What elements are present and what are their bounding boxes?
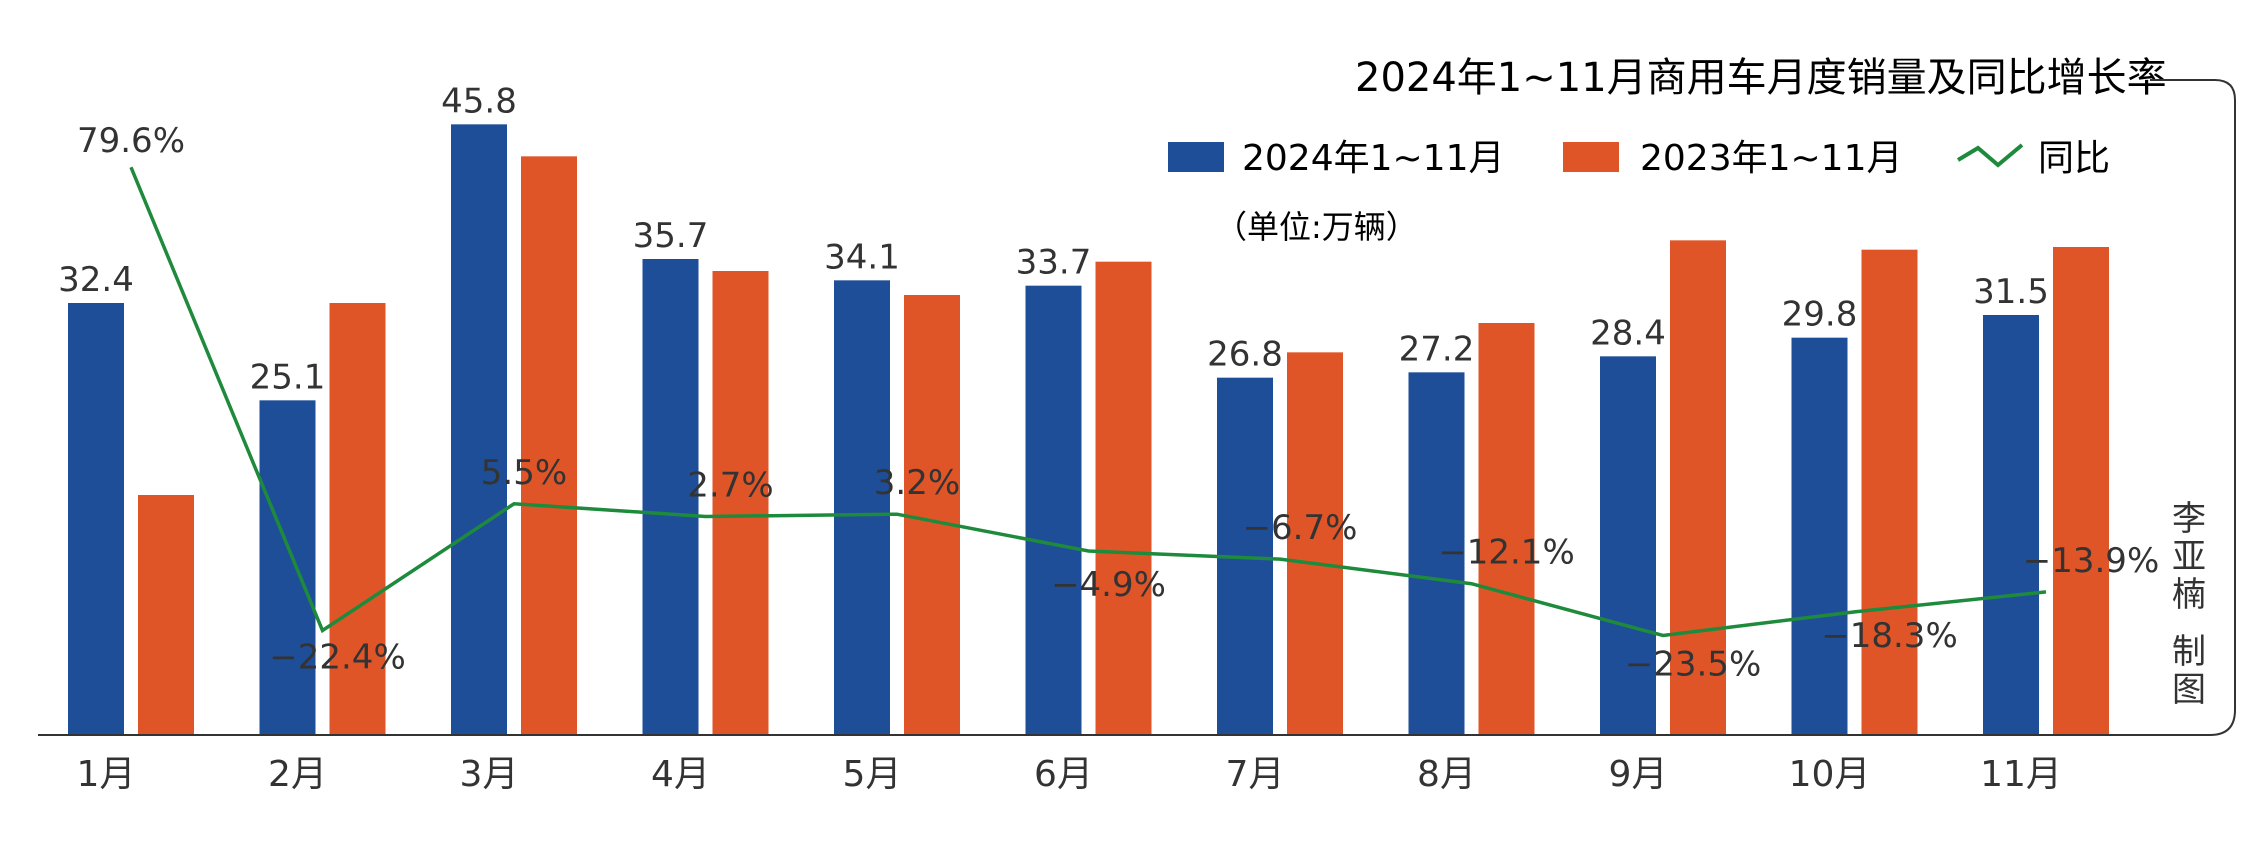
bar-value-label: 26.8 <box>1207 335 1283 375</box>
credit-note: 制图 <box>2172 632 2206 710</box>
x-tick-label: 6月 <box>1034 754 1093 795</box>
bar-2024-10 <box>1791 337 1848 735</box>
yoy-value-label: −6.7% <box>1243 508 1358 548</box>
yoy-value-label: −23.5% <box>1625 644 1762 684</box>
yoy-value-label: −22.4% <box>269 637 406 677</box>
bar-2023-11 <box>2053 247 2109 735</box>
x-tick-label: 8月 <box>1417 754 1476 795</box>
credit: 李亚楠 制图 <box>2172 499 2206 710</box>
bar-2023-9 <box>1670 240 1726 736</box>
x-axis-ticks: 1月 2月 3月 4月 5月 6月 7月 8月 9月 10月 11月 <box>77 754 2062 795</box>
x-tick-label: 10月 <box>1789 754 1871 795</box>
bar-2024-6 <box>1025 285 1082 735</box>
bar-2024-2 <box>259 400 316 735</box>
frame-decoration <box>2150 79 2236 736</box>
legend-label-yoy: 同比 <box>2038 138 2110 179</box>
legend: 2024年1~11月 2023年1~11月 同比 <box>1168 138 2110 179</box>
chart-title: 2024年1~11月商用车月度销量及同比增长率 <box>1355 55 2167 101</box>
bar-2023-3 <box>521 156 577 736</box>
legend-swatch-2023 <box>1563 142 1619 172</box>
legend-swatch-yoy <box>1956 143 2024 168</box>
yoy-value-label: 2.7% <box>687 465 773 505</box>
x-tick-label: 3月 <box>460 754 519 795</box>
bar-value-label: 45.8 <box>441 81 517 121</box>
bar-2023-6 <box>1095 261 1152 735</box>
bar-2024-9 <box>1600 356 1656 735</box>
bar-value-label: 35.7 <box>633 216 709 256</box>
yoy-value-label: 3.2% <box>874 463 960 503</box>
bar-value-label: 31.5 <box>1973 272 2049 312</box>
yoy-value-label: −18.3% <box>1821 616 1958 656</box>
x-tick-label: 4月 <box>651 754 710 795</box>
legend-label-2023: 2023年1~11月 <box>1640 138 1903 179</box>
bar-2023-7 <box>1287 352 1343 735</box>
legend-swatch-2024 <box>1168 142 1224 172</box>
bar-value-label: 28.4 <box>1590 313 1666 353</box>
x-tick-label: 1月 <box>77 754 136 795</box>
bar-value-label: 34.1 <box>824 237 900 277</box>
bars-layer <box>68 124 2109 736</box>
bar-2023-1 <box>138 495 194 735</box>
unit-label: （单位:万辆） <box>1215 208 1418 246</box>
x-tick-label: 2月 <box>268 754 327 795</box>
bar-value-label: 33.7 <box>1016 243 1092 283</box>
bar-value-label: 29.8 <box>1782 295 1858 335</box>
bar-2023-8 <box>1478 323 1535 735</box>
bar-value-label: 32.4 <box>58 260 134 300</box>
bar-2024-11 <box>1983 315 2039 735</box>
yoy-value-label: −4.9% <box>1051 565 1166 605</box>
bar-2024-5 <box>834 280 890 735</box>
x-tick-label: 9月 <box>1609 754 1668 795</box>
legend-label-2024: 2024年1~11月 <box>1242 138 1505 179</box>
bar-value-label: 25.1 <box>250 357 326 397</box>
bar-2024-8 <box>1408 372 1465 735</box>
yoy-value-label: −12.1% <box>1438 533 1575 573</box>
line-layer: 79.6% −22.4% 5.5% 2.7% 3.2% −4.9% −6.7% −12.1% −… <box>77 121 2159 684</box>
yoy-line <box>129 166 2047 638</box>
bar-2024-3 <box>451 124 507 736</box>
yoy-value-label: 79.6% <box>77 121 185 161</box>
bar-2023-10 <box>1861 249 1918 735</box>
bar-2023-2 <box>329 303 386 735</box>
bar-2023-5 <box>904 295 960 735</box>
x-tick-label: 11月 <box>1980 754 2062 795</box>
bar-value-label: 27.2 <box>1399 329 1475 369</box>
bar-2024-4 <box>642 259 699 735</box>
bar-2024-1 <box>68 303 124 735</box>
bar-labels-layer: 32.4 25.1 45.8 35.7 34.1 33.7 26.8 27.2 28.4 29.8… <box>58 81 2049 397</box>
yoy-value-label: −13.9% <box>2023 541 2160 581</box>
x-tick-label: 7月 <box>1226 754 1285 795</box>
bar-2023-4 <box>712 271 769 735</box>
credit-name: 李亚楠 <box>2172 499 2206 615</box>
x-tick-label: 5月 <box>843 754 902 795</box>
yoy-value-label: 5.5% <box>481 453 567 493</box>
